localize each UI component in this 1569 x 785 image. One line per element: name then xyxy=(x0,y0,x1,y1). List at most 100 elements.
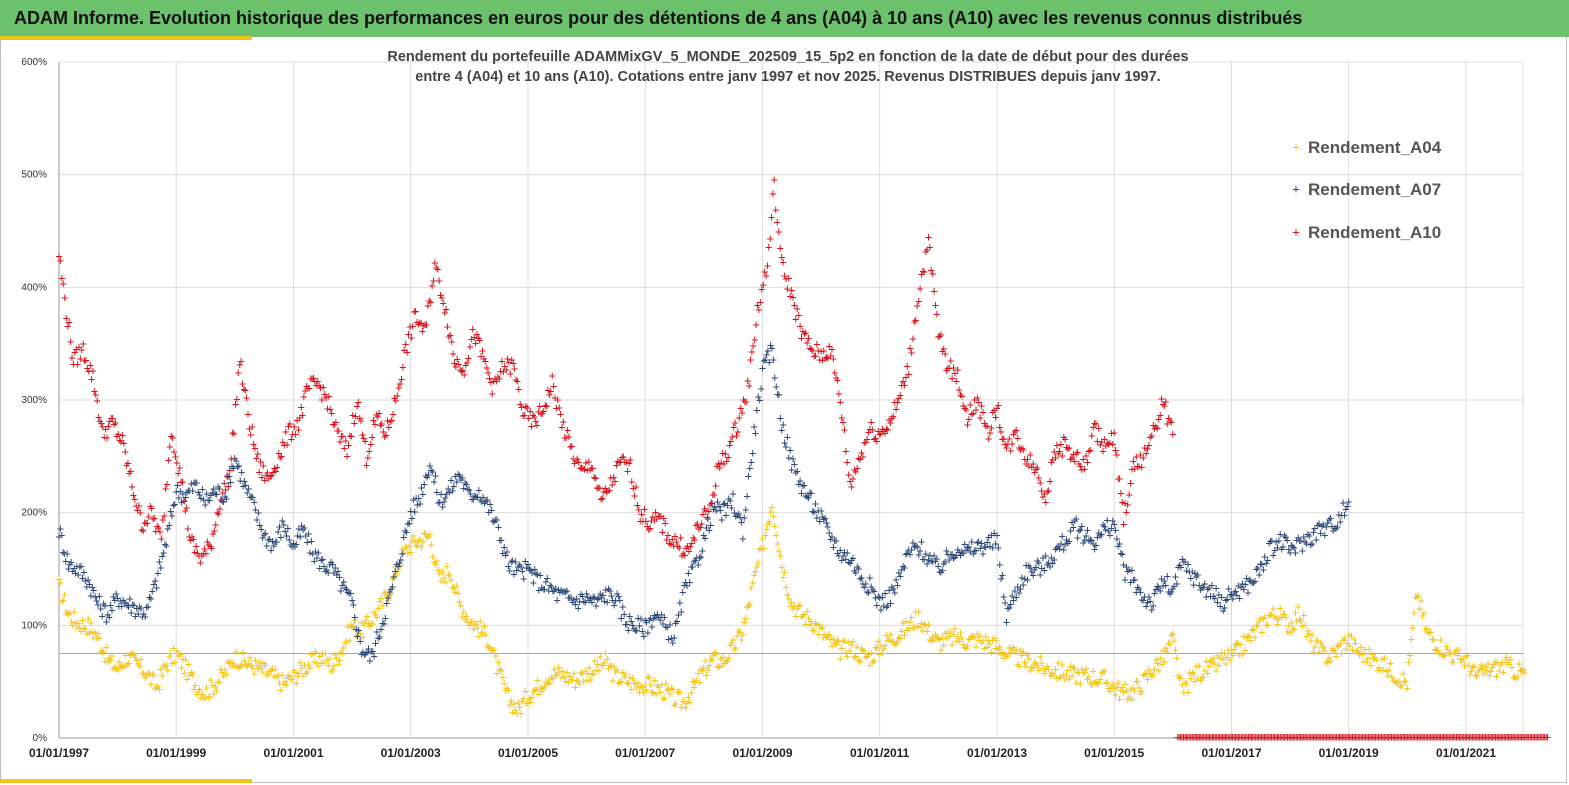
data-point-rendement_a04: + xyxy=(390,570,397,584)
data-point-rendement_a04: + xyxy=(865,647,872,661)
data-point-rendement_a04: + xyxy=(509,705,516,719)
data-point-rendement_a07: + xyxy=(775,388,782,402)
x-tick-label: 01/01/2001 xyxy=(263,746,323,760)
data-point-rendement_a04: + xyxy=(1176,671,1183,685)
data-point-rendement_a04: + xyxy=(1455,642,1462,656)
data-point-rendement_a04: + xyxy=(1063,667,1070,681)
data-point-rendement_a04: + xyxy=(859,643,866,657)
data-point-rendement_a04: + xyxy=(534,673,541,687)
data-point-rendement_a04: + xyxy=(1258,625,1265,639)
data-point-rendement_a04: + xyxy=(992,641,999,655)
data-point-rendement_a04: + xyxy=(1001,647,1008,661)
data-point-rendement_a04: + xyxy=(1055,656,1062,670)
data-point-rendement_a04: + xyxy=(553,666,560,680)
data-point-rendement_a10: + xyxy=(757,295,764,309)
data-point-rendement_a07: + xyxy=(382,611,389,625)
data-point-rendement_a10: + xyxy=(357,414,364,428)
data-point-rendement_a04: + xyxy=(774,537,781,551)
data-point-rendement_a04: + xyxy=(1461,658,1468,672)
data-point-rendement_a04: + xyxy=(322,646,329,660)
data-point-rendement_a04: + xyxy=(121,659,128,673)
data-point-rendement_a10: + xyxy=(158,532,165,546)
data-point-rendement_a04: + xyxy=(941,626,948,640)
data-point-rendement_a04: + xyxy=(1490,657,1497,671)
data-point-rendement_a04: + xyxy=(1363,655,1370,669)
data-point-rendement_a04: + xyxy=(117,660,124,674)
data-point-rendement_a04: + xyxy=(136,659,143,673)
data-point-rendement_a04: + xyxy=(881,638,888,652)
data-point-rendement_a04: + xyxy=(729,633,736,647)
data-point-rendement_a04: + xyxy=(223,667,230,681)
data-point-rendement_a04: + xyxy=(430,555,437,569)
data-point-rendement_a04: + xyxy=(330,659,337,673)
data-point-rendement_a04: + xyxy=(119,660,126,674)
data-point-rendement_a04: + xyxy=(621,669,628,683)
data-point-rendement_a10: + xyxy=(398,372,405,386)
data-point-rendement_a04: + xyxy=(341,635,348,649)
data-point-rendement_a10: + xyxy=(915,294,922,308)
data-point-rendement_a04: + xyxy=(1444,642,1451,656)
data-point-rendement_a10: + xyxy=(1544,730,1551,744)
data-point-rendement_a04: + xyxy=(1515,657,1522,671)
data-point-rendement_a04: + xyxy=(1246,629,1253,643)
data-point-rendement_a04: + xyxy=(333,651,340,665)
data-point-rendement_a04: + xyxy=(1210,651,1217,665)
data-point-rendement_a04: + xyxy=(1068,669,1075,683)
data-point-rendement_a10: + xyxy=(995,398,1002,412)
data-point-rendement_a04: + xyxy=(339,646,346,660)
data-point-rendement_a04: + xyxy=(1126,690,1133,704)
data-point-rendement_a04: + xyxy=(1249,622,1256,636)
data-point-rendement_a04: + xyxy=(771,519,778,533)
data-point-rendement_a04: + xyxy=(1067,659,1074,673)
data-point-rendement_a04: + xyxy=(372,608,379,622)
data-point-rendement_a04: + xyxy=(577,665,584,679)
data-point-rendement_a07: + xyxy=(153,581,160,595)
data-point-rendement_a04: + xyxy=(875,634,882,648)
data-point-rendement_a04: + xyxy=(140,667,147,681)
x-tick-label: 01/01/1999 xyxy=(146,746,206,760)
data-point-rendement_a04: + xyxy=(1466,667,1473,681)
data-point-rendement_a04: + xyxy=(657,685,664,699)
data-point-rendement_a04: + xyxy=(682,701,689,715)
data-point-rendement_a04: + xyxy=(573,673,580,687)
y-tick-label: 400% xyxy=(21,282,47,293)
data-point-rendement_a04: + xyxy=(1231,642,1238,656)
data-point-rendement_a04: + xyxy=(175,649,182,663)
data-point-rendement_a04: + xyxy=(1323,655,1330,669)
data-point-rendement_a04: + xyxy=(666,686,673,700)
data-point-rendement_a10: + xyxy=(954,363,961,377)
data-point-rendement_a04: + xyxy=(274,667,281,681)
data-point-rendement_a04: + xyxy=(73,621,80,635)
data-point-rendement_a04: + xyxy=(251,667,258,681)
data-point-rendement_a07: + xyxy=(749,446,756,460)
data-point-rendement_a07: + xyxy=(370,649,377,663)
data-point-rendement_a04: + xyxy=(179,652,186,666)
legend-label-a10: Rendement_A10 xyxy=(1308,223,1441,242)
data-point-rendement_a04: + xyxy=(1208,655,1215,669)
data-point-rendement_a10: + xyxy=(752,318,759,332)
data-point-rendement_a04: + xyxy=(872,640,879,654)
data-point-rendement_a04: + xyxy=(937,642,944,656)
data-point-rendement_a04: + xyxy=(1189,665,1196,679)
data-point-rendement_a04: + xyxy=(673,684,680,698)
data-point-rendement_a04: + xyxy=(312,644,319,658)
data-point-rendement_a04: + xyxy=(1479,661,1486,675)
data-point-rendement_a04: + xyxy=(293,676,300,690)
data-point-rendement_a04: + xyxy=(386,588,393,602)
data-point-rendement_a04: + xyxy=(606,658,613,672)
data-point-rendement_a04: + xyxy=(526,691,533,705)
data-point-rendement_a04: + xyxy=(479,627,486,641)
data-point-rendement_a04: + xyxy=(363,609,370,623)
data-point-rendement_a10: + xyxy=(1127,476,1134,490)
data-point-rendement_a04: + xyxy=(669,682,676,696)
data-point-rendement_a04: + xyxy=(863,649,870,663)
data-point-rendement_a04: + xyxy=(77,624,84,638)
data-point-rendement_a04: + xyxy=(1306,627,1313,641)
data-point-rendement_a04: + xyxy=(130,648,137,662)
data-point-rendement_a04: + xyxy=(912,604,919,618)
data-point-rendement_a07: + xyxy=(678,605,685,619)
data-point-rendement_a04: + xyxy=(1090,664,1097,678)
data-point-rendement_a04: + xyxy=(827,632,834,646)
data-point-rendement_a04: + xyxy=(1279,607,1286,621)
data-point-rendement_a04: + xyxy=(1345,628,1352,642)
